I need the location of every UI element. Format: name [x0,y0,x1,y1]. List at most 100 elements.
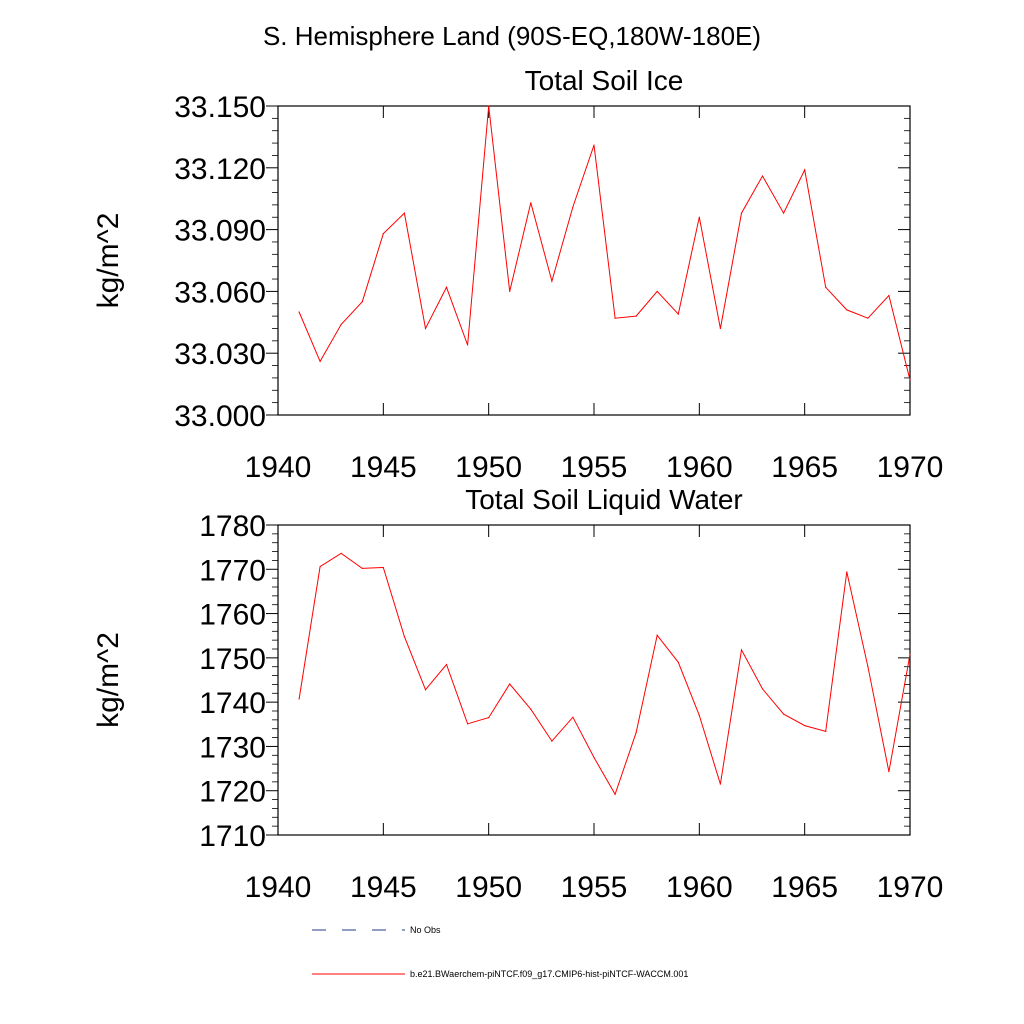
y-tick-label: 33.120 [174,153,266,186]
data-point [614,317,616,319]
legend-label-model: b.e21.BWaerchem-piNTCF.f09_g17.CMIP6-his… [410,969,688,979]
data-point [319,566,321,568]
data-point [909,379,911,381]
data-point [551,740,553,742]
data-point [825,730,827,732]
data-point [783,212,785,214]
y-tick-label: 1720 [199,776,266,809]
data-point [467,723,469,725]
data-point [614,793,616,795]
data-point [698,216,700,218]
data-point [740,212,743,214]
y-tick-label: 33.000 [174,400,266,433]
x-tick-label: 1950 [455,871,522,904]
y-tick-label: 1730 [199,731,266,764]
data-point [867,317,869,319]
data-point [593,756,595,759]
data-point [445,663,448,666]
data-point [551,280,553,282]
y-tick-label: 1740 [199,687,266,720]
data-point [783,713,785,715]
data-point [424,689,427,691]
y-tick-label: 33.150 [174,91,266,124]
data-point [888,771,890,773]
data-point [867,666,869,668]
y-tick-label: 1710 [199,820,266,853]
data-point [298,311,300,313]
series-line [298,105,911,381]
data-point [361,301,363,303]
data-point [403,212,405,214]
panel-title: Total Soil Ice [525,65,684,96]
x-tick-label: 1965 [771,451,838,484]
data-point [656,290,658,292]
y-tick-label: 33.030 [174,338,266,371]
data-point [677,313,679,315]
data-point [509,683,511,685]
y-tick-label: 33.090 [174,215,266,248]
x-tick-label: 1960 [666,451,733,484]
x-tick-label: 1965 [771,871,838,904]
y-tick-label: 33.060 [174,276,266,309]
data-point [635,732,637,734]
y-axis-label: kg/m^2 [92,213,125,309]
y-tick-label: 1760 [199,599,266,632]
x-tick-label: 1970 [877,451,944,484]
y-tick-label: 1770 [199,554,266,587]
data-point [846,309,848,311]
data-point [572,206,574,208]
plot-frame [277,105,911,416]
data-point [382,233,384,235]
data-point [698,714,700,717]
panel-title: Total Soil Liquid Water [465,484,743,515]
data-point [761,175,764,177]
data-point [340,552,342,554]
data-point [467,344,469,346]
data-point [530,202,532,204]
data-point [635,315,637,317]
data-point [319,360,321,363]
series-line [298,552,911,796]
data-point [593,144,595,146]
x-tick-label: 1955 [561,451,628,484]
x-tick-label: 1945 [350,451,417,484]
data-point [340,323,342,325]
data-point [382,566,384,569]
y-tick-label: 1750 [199,643,266,676]
legend-label-no-obs: No Obs [410,925,441,935]
data-point [530,708,532,710]
x-tick-label: 1940 [245,451,312,484]
y-axis-label: kg/m^2 [92,632,125,728]
panel-total-soil-ice: Total Soil Ice kg/m^2 1940 1945 1950 1955 1960… [92,65,943,484]
data-point [298,698,300,700]
legend: No Obs b.e21.BWaerchem-piNTCF.f09_g17.CM… [312,925,688,979]
data-point [846,571,848,573]
plot-frame [277,524,911,836]
data-point [488,717,490,719]
data-point [656,634,658,636]
data-point [424,327,427,330]
x-tick-label: 1970 [877,871,944,904]
figure-title: S. Hemisphere Land (90S-EQ,180W-180E) [263,21,761,51]
data-point [572,716,574,718]
x-tick-label: 1955 [561,871,628,904]
data-point [403,636,405,638]
panel-total-soil-liquid-water: Total Soil Liquid Water kg/m^2 1940 1945 195… [92,484,943,904]
data-point [761,688,764,690]
data-point [909,653,911,655]
data-point [740,649,743,651]
data-point [804,169,806,171]
data-point [509,290,511,292]
x-tick-label: 1950 [455,451,522,484]
data-point [677,661,679,663]
data-point [719,327,722,330]
data-point [361,567,363,570]
x-tick-label: 1940 [245,871,312,904]
data-point [445,286,448,288]
data-point [804,725,806,727]
data-point [825,286,827,288]
data-point [488,105,490,107]
x-tick-label: 1945 [350,871,417,904]
x-tick-label: 1960 [666,871,733,904]
